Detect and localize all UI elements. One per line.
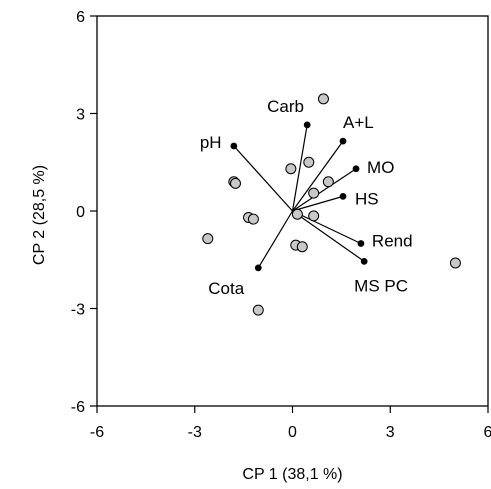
- x-tick-label: 0: [288, 424, 297, 441]
- y-tick-label: 3: [76, 107, 85, 124]
- vector-line-mo: [292, 168, 357, 212]
- vector-line-cota: [257, 210, 294, 269]
- vector-tip-cota: [254, 264, 262, 272]
- y-tick-label: -3: [71, 302, 85, 319]
- vector-label-cota: Cota: [208, 279, 244, 298]
- score-point: [202, 233, 214, 245]
- vector-tip-a-l: [339, 137, 347, 145]
- vector-label-ms-pc: MS PC: [354, 276, 408, 295]
- vector-label-hs: HS: [355, 189, 379, 208]
- score-point: [303, 156, 315, 168]
- x-tick-label: -6: [90, 424, 104, 441]
- vector-line-a-l: [292, 140, 344, 212]
- y-tick-label: -6: [71, 399, 85, 416]
- vector-label-carb: Carb: [267, 97, 304, 116]
- vector-tip-ms-pc: [360, 257, 368, 265]
- y-axis-label: CP 2 (28,5 %): [31, 165, 48, 265]
- y-tick-label: 6: [76, 9, 85, 26]
- y-tick-label: 0: [76, 204, 85, 221]
- vector-tip-hs: [339, 192, 347, 200]
- vector-tip-mo: [352, 165, 360, 173]
- vector-tip-rend: [357, 240, 365, 247]
- score-point: [252, 304, 264, 316]
- score-point: [322, 176, 334, 188]
- score-point: [308, 210, 320, 222]
- score-point: [317, 93, 329, 105]
- x-axis-label: CP 1 (38,1 %): [242, 466, 342, 483]
- score-point: [247, 213, 259, 225]
- vector-label-ph: pH: [200, 133, 222, 152]
- x-tick-label: 3: [386, 424, 395, 441]
- score-point: [449, 257, 461, 269]
- vector-line-ms-pc: [292, 210, 365, 262]
- vector-line-ph: [233, 145, 293, 212]
- vector-line-rend: [292, 210, 362, 245]
- x-tick-label: -3: [188, 424, 202, 441]
- axis-ticks: -6 -3 0 3 6 -6 -3 0 3 6: [71, 9, 491, 441]
- score-point: [296, 241, 308, 253]
- score-points: [202, 93, 461, 316]
- score-point: [291, 208, 303, 220]
- vector-label-mo: MO: [367, 158, 394, 177]
- loading-vectors: Carb A+L pH MO HS Rend MS PC Cota: [200, 97, 413, 298]
- x-tick-label: 6: [484, 424, 491, 441]
- score-point: [308, 187, 320, 199]
- vector-tip-carb: [303, 121, 311, 129]
- score-point: [285, 163, 297, 175]
- vector-label-rend: Rend: [372, 232, 413, 251]
- vector-line-carb: [291, 124, 308, 212]
- vector-label-a-l: A+L: [343, 113, 374, 132]
- score-point: [229, 177, 241, 189]
- vector-tip-ph: [230, 142, 238, 150]
- vector-line-hs: [292, 195, 344, 212]
